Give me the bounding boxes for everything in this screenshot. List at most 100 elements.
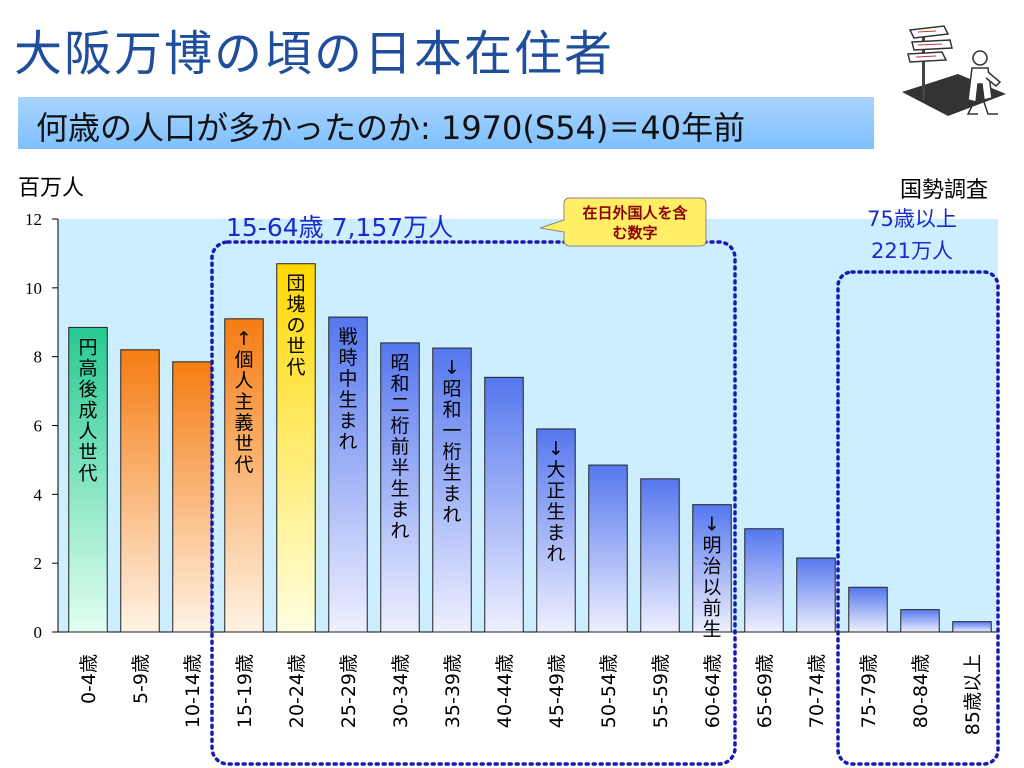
bar-annotation-char: 以 [702,577,721,599]
bar-annotation-char: 中 [338,368,357,390]
y-tick-label: 0 [34,623,43,642]
bar-annotation-char: 主 [234,391,253,413]
x-tick-label: 40-44歳 [494,654,516,728]
x-tick-label: 30-34歳 [390,654,412,728]
bar [224,318,264,633]
bar-annotation-char: 個 [234,349,253,371]
working-age-box [210,240,737,766]
bar-annotation-char: 塊 [286,294,305,316]
bar-annotation-char: れ [546,543,565,565]
bar-annotation-char: 高 [78,357,97,379]
bar-annotation-char: れ [390,520,409,542]
bar-annotation-char: れ [442,504,461,526]
y-tick-label: 4 [34,485,43,504]
y-tick-label: 12 [25,210,42,229]
y-tick-label: 10 [25,279,42,298]
bar-annotation-char: 昭 [390,352,409,374]
bar-annotation-char: ま [442,483,461,505]
x-tick-label: 0-4歳 [78,654,100,704]
elderly-annotation: 75歳以上 [867,207,957,231]
y-unit-label: 百万人 [18,176,85,201]
bar [640,478,680,633]
bar-annotation-char: 二 [390,394,409,416]
bar [120,349,160,633]
bar-annotation-char: 大 [546,459,565,481]
bar [900,609,940,633]
bar-annotation-char: 正 [546,480,565,502]
bar-annotation-char: 団 [286,273,305,295]
bar-annotation-char: 前 [390,436,409,458]
bar-annotation-char: 義 [234,412,253,434]
bar-annotation-char: 人 [78,420,97,442]
x-tick-label: 15-19歳 [234,654,256,728]
x-tick-label: 25-29歳 [338,654,360,728]
bar-annotation-char: 昭 [442,378,461,400]
bar-annotation-char: 明 [702,535,721,557]
x-tick-label: 75-79歳 [858,654,880,728]
bar-annotation-char: 生 [338,389,357,411]
bar-annotation-char: 生 [442,462,461,484]
bar-annotation-char: 後 [78,378,97,400]
bar-annotation-char: ↓ [548,438,564,460]
bar [796,557,836,633]
x-tick-label: 60-64歳 [702,654,724,728]
bar [432,347,472,633]
signpost-person-icon [902,25,1006,116]
page-title: 大阪万博の頃の日本在住者 [14,26,615,82]
bar-annotation-char: 半 [390,457,409,479]
bar [380,342,420,633]
x-tick-label: 35-39歳 [442,654,464,728]
bar-annotation-char: ↑ [236,328,252,350]
y-tick-label: 2 [34,554,43,573]
callout-text: 在日外国人を含 [582,204,688,222]
bar-annotation-char: 時 [338,347,357,369]
bar-annotation-char: 世 [234,433,253,455]
bar-annotation-char: 桁 [390,415,409,437]
callout-bubble [539,197,707,247]
subtitle: 何歳の人口が多かったのか: 1970(S54)＝40年前 [36,109,746,147]
bar-annotation-char: 生 [546,501,565,523]
bar [276,263,316,633]
bar [692,504,732,633]
bar [536,428,576,633]
bar-annotation-char: 人 [234,370,253,392]
bar-annotation-char: 代 [234,454,253,476]
source-label: 国勢調査 [900,178,989,203]
x-tick-label: 20-24歳 [286,654,308,728]
bar-annotation-char: 一 [442,420,461,442]
x-tick-label: 65-69歳 [754,654,776,728]
bar-annotation-char: 円 [78,336,97,358]
bar-annotation-char: 和 [390,373,409,395]
bar [68,326,108,633]
bar-annotation-char: 代 [78,462,97,484]
x-tick-label: 5-9歳 [130,654,152,704]
bar-annotation-char: 桁 [442,441,461,463]
x-tick-label: 10-14歳 [182,654,204,728]
y-tick-label: 8 [34,348,43,367]
bar-annotation-char: 成 [78,399,97,421]
plot-area [58,219,998,632]
bar-annotation-char: ま [338,410,357,432]
bar-annotation-char: ↓ [444,357,460,379]
elderly-annotation: 221万人 [871,239,953,263]
bar-annotation-char: 和 [442,399,461,421]
working-age-annotation: 15-64歳 7,157万人 [226,213,453,242]
bar [328,316,368,633]
x-tick-label: 45-49歳 [546,654,568,728]
bar-annotation-char: 生 [702,619,721,641]
bar-annotation-char: 治 [702,556,721,578]
x-tick-label: 55-59歳 [650,654,672,728]
elderly-box [836,270,1000,766]
bar-annotation-char: 世 [286,336,305,358]
x-tick-label: 70-74歳 [806,654,828,728]
bar [588,464,628,633]
bar-annotation-char: 代 [286,357,305,379]
